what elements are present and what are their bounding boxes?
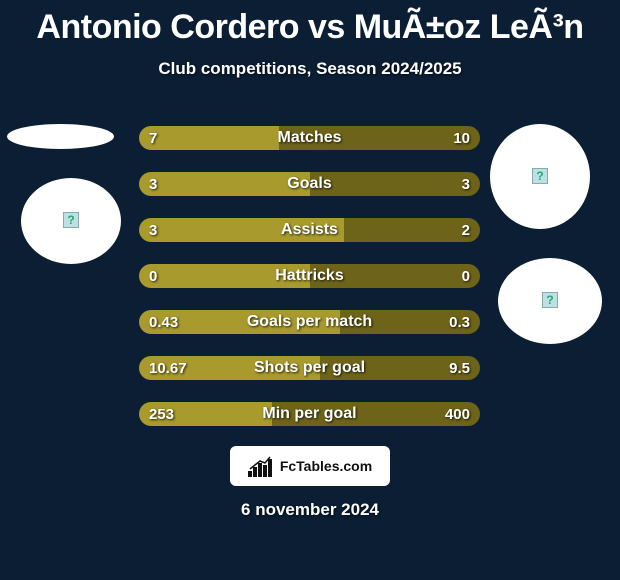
- stat-row: Min per goal253400: [139, 402, 480, 426]
- circle-bottom-right: ?: [498, 258, 602, 344]
- stat-row: Shots per goal10.679.5: [139, 356, 480, 380]
- bar-right-fill: [272, 402, 480, 426]
- stat-row: Assists32: [139, 218, 480, 242]
- bar-right-fill: [344, 218, 480, 242]
- bar-left-fill: [139, 218, 344, 242]
- subtitle: Club competitions, Season 2024/2025: [0, 59, 620, 79]
- brand-box: FcTables.com: [230, 446, 390, 486]
- bar-left-fill: [139, 126, 279, 150]
- brand-chart-icon: [248, 455, 276, 477]
- bar-right-fill: [310, 264, 481, 288]
- bar-right-fill: [320, 356, 480, 380]
- bar-left-fill: [139, 356, 320, 380]
- bar-right-fill: [279, 126, 480, 150]
- bar-left-fill: [139, 402, 272, 426]
- brand-text: FcTables.com: [280, 458, 372, 474]
- stat-row: Hattricks00: [139, 264, 480, 288]
- ellipse-top-left: [7, 124, 114, 149]
- bar-left-fill: [139, 310, 340, 334]
- stat-row: Matches710: [139, 126, 480, 150]
- placeholder-icon: ?: [63, 212, 79, 228]
- stat-row: Goals33: [139, 172, 480, 196]
- stat-row: Goals per match0.430.3: [139, 310, 480, 334]
- placeholder-icon: ?: [532, 168, 548, 184]
- circle-left: ?: [21, 178, 121, 264]
- bar-left-fill: [139, 172, 310, 196]
- circle-top-right: ?: [490, 124, 590, 229]
- stats-bars: Matches710 Goals33 Assists32 Hattricks00 Goa…: [139, 126, 480, 448]
- bar-left-fill: [139, 264, 310, 288]
- page-title: Antonio Cordero vs MuÃ±oz LeÃ³n: [0, 0, 620, 47]
- bar-right-fill: [310, 172, 481, 196]
- bar-right-fill: [340, 310, 480, 334]
- date-text: 6 november 2024: [0, 500, 620, 520]
- placeholder-icon: ?: [542, 292, 558, 308]
